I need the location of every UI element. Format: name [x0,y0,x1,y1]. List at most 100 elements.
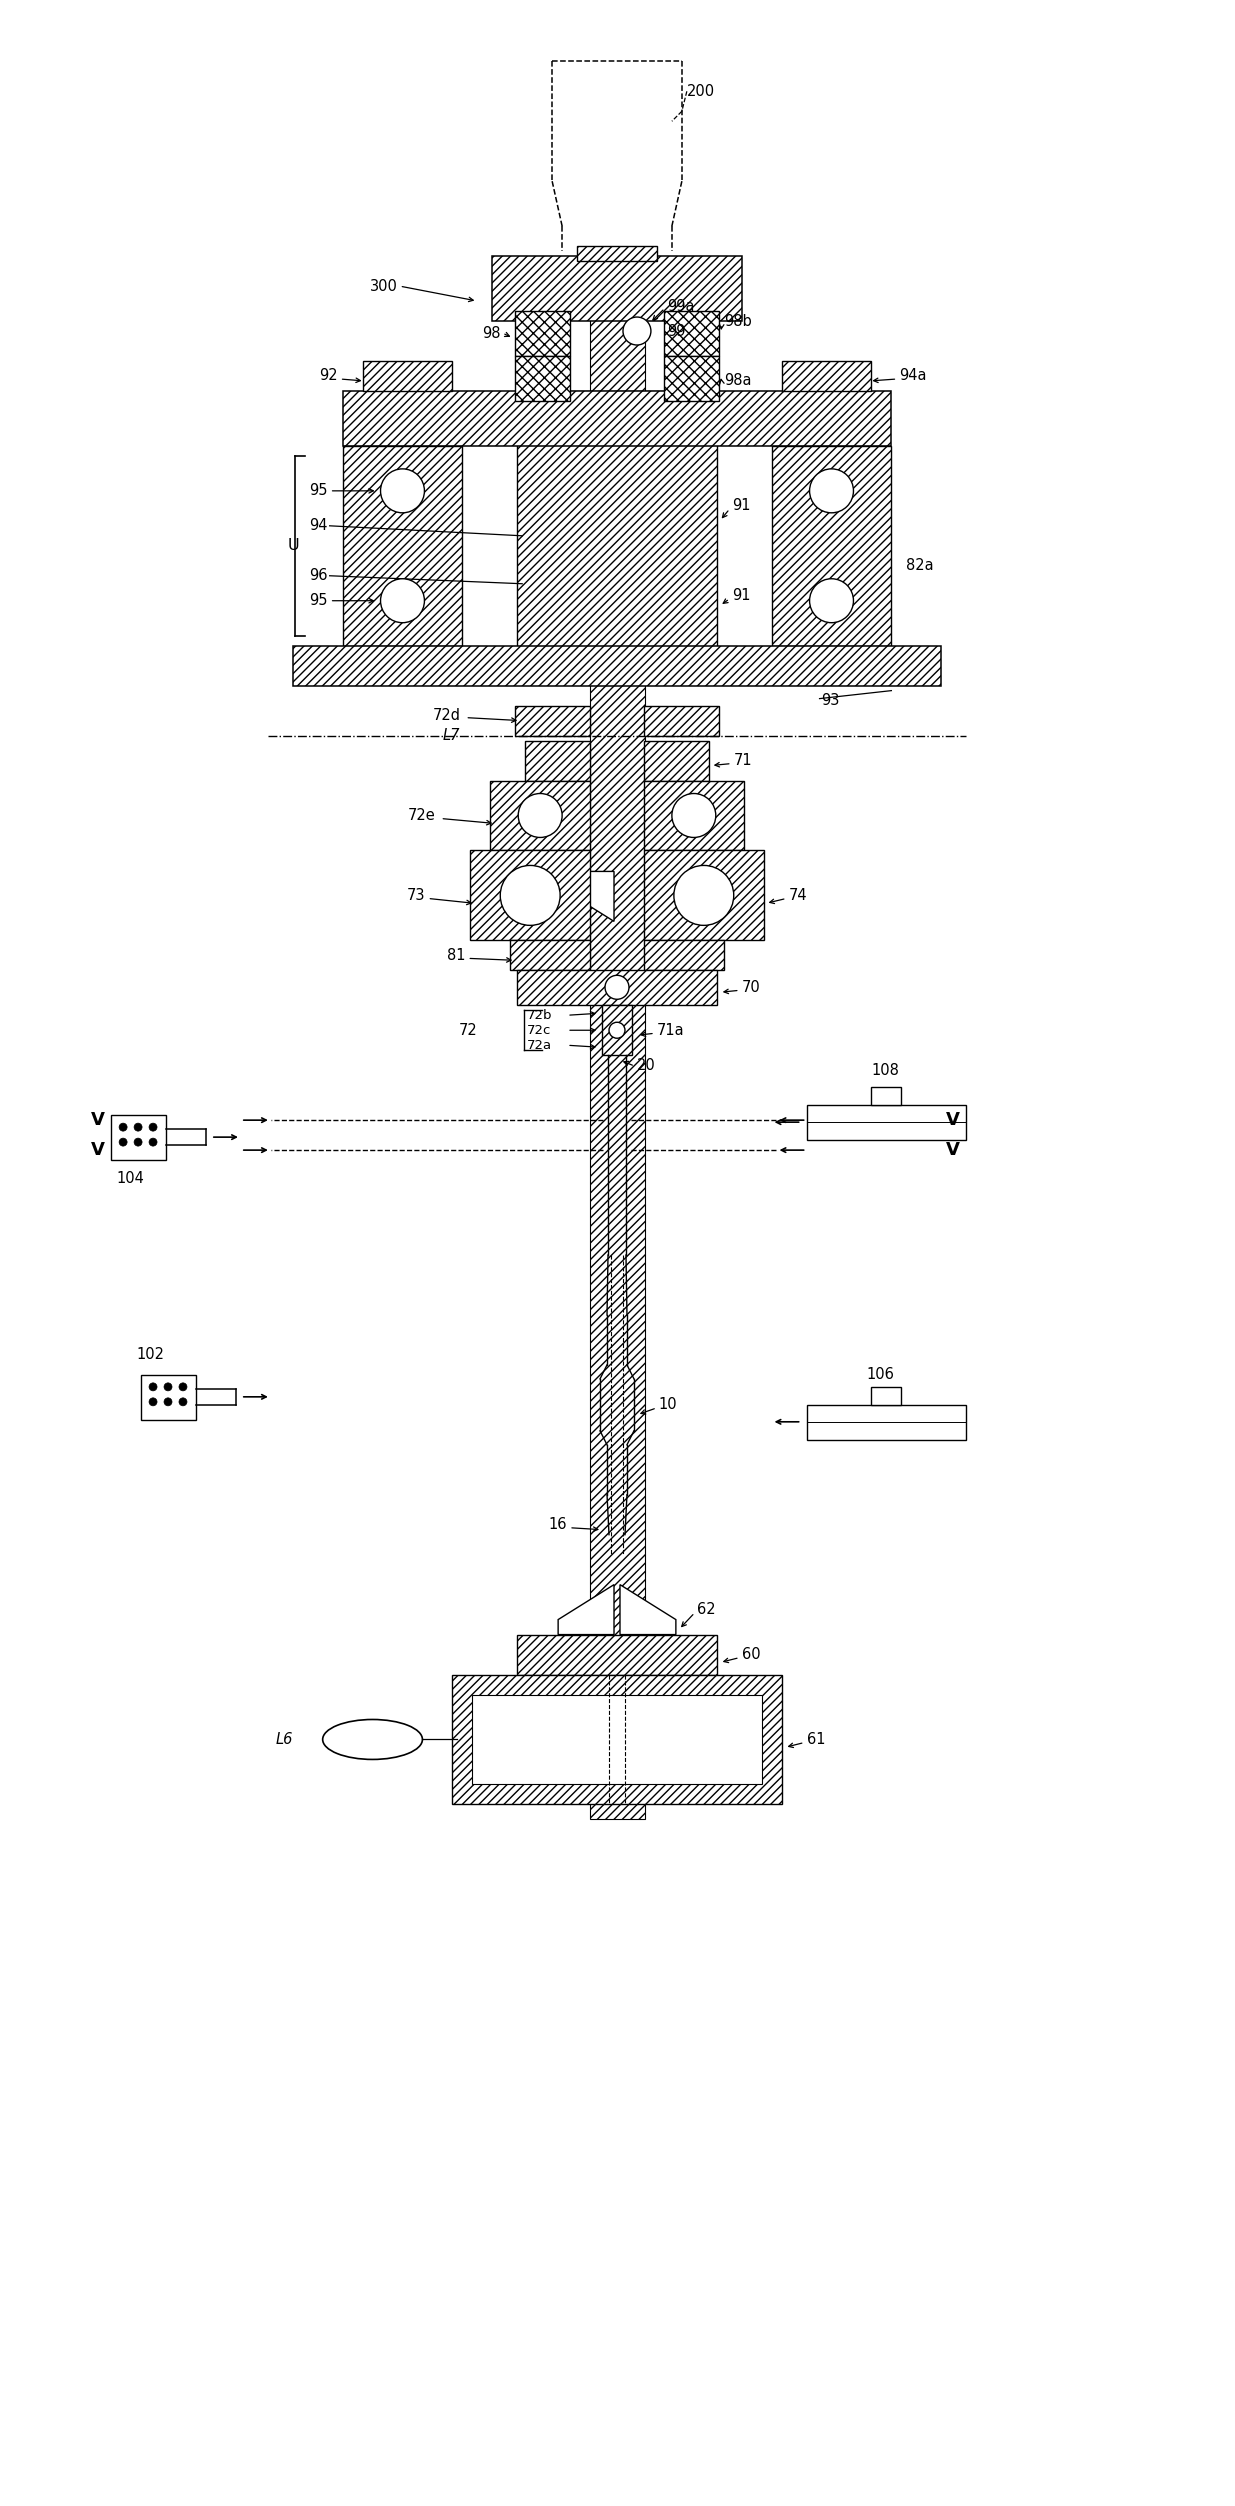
Bar [590,251,645,1819]
Text: 60: 60 [742,1646,761,1661]
Bar [806,1105,966,1140]
Text: 73: 73 [408,887,425,902]
Text: 72d: 72d [432,709,461,724]
Bar [363,361,452,391]
Circle shape [119,1123,127,1130]
Bar [601,1005,632,1055]
Text: 82a: 82a [906,559,934,574]
Bar [490,779,590,850]
Polygon shape [558,1584,614,1634]
Text: 72: 72 [458,1022,477,1037]
Text: 94a: 94a [899,368,926,383]
Text: 70: 70 [742,980,761,995]
Bar [872,1386,902,1406]
Text: 104: 104 [116,1170,144,1185]
Text: 93: 93 [821,694,840,709]
Polygon shape [558,872,614,922]
Text: 72b: 72b [527,1010,553,1022]
Circle shape [149,1398,157,1406]
Text: 91: 91 [732,499,750,514]
Text: 16: 16 [548,1516,567,1531]
Circle shape [380,469,425,514]
Bar [643,742,709,779]
Circle shape [149,1138,157,1145]
Text: 99a: 99a [667,298,694,313]
Bar [517,1634,716,1674]
Bar [517,391,716,657]
Text: 61: 61 [806,1732,825,1747]
Text: 62: 62 [697,1601,715,1616]
Circle shape [164,1398,172,1406]
Circle shape [674,865,734,925]
Bar [872,1088,902,1105]
Circle shape [605,975,629,1000]
Bar [111,1115,165,1160]
Text: V: V [946,1110,960,1130]
Bar [452,1674,782,1804]
Text: 300: 300 [369,278,398,293]
Circle shape [622,318,651,346]
Circle shape [810,469,853,514]
Circle shape [500,865,561,925]
Bar [515,356,571,401]
Bar [141,1376,196,1421]
Text: 81: 81 [447,947,466,962]
Bar [515,707,590,737]
Text: V: V [946,1140,960,1160]
Text: 98b: 98b [724,313,752,328]
Text: 102: 102 [136,1348,164,1363]
Circle shape [149,1123,157,1130]
Bar [510,940,590,970]
Ellipse shape [322,1719,422,1759]
Circle shape [810,579,853,621]
Bar [643,850,763,940]
Text: 91: 91 [732,589,750,604]
Bar [493,256,742,321]
Text: 20: 20 [637,1058,656,1073]
Text: 98: 98 [482,326,500,341]
Text: 72c: 72c [527,1025,552,1037]
Text: 98a: 98a [724,373,751,388]
Circle shape [149,1383,157,1391]
Text: 74: 74 [789,887,808,902]
Text: 94: 94 [309,519,327,534]
Bar [342,391,892,446]
Text: 106: 106 [867,1368,894,1383]
Circle shape [519,794,562,837]
Text: 99: 99 [667,323,685,338]
Polygon shape [620,1584,676,1634]
Circle shape [179,1398,186,1406]
Circle shape [179,1383,186,1391]
Circle shape [135,1138,142,1145]
Text: 71: 71 [734,752,752,767]
Bar [772,446,892,647]
Bar [342,446,462,647]
Text: 71a: 71a [657,1022,684,1037]
Text: L6: L6 [275,1732,293,1747]
Text: 10: 10 [659,1398,678,1413]
Text: 200: 200 [687,83,715,98]
Text: V: V [91,1110,105,1130]
Circle shape [380,579,425,621]
Text: 95: 95 [309,594,327,609]
Text: 72a: 72a [527,1037,552,1053]
Text: V: V [91,1140,105,1160]
Bar [664,311,719,356]
Bar [471,850,590,940]
Bar [472,1694,762,1784]
Bar [664,356,719,401]
Circle shape [135,1123,142,1130]
Bar [293,647,941,687]
Bar [643,779,743,850]
Text: 108: 108 [872,1063,899,1078]
Text: 72e: 72e [408,807,436,822]
Circle shape [672,794,716,837]
Text: 96: 96 [309,569,327,584]
Text: 92: 92 [319,368,337,383]
Text: 95: 95 [309,484,327,499]
Bar [643,707,719,737]
Bar [517,970,716,1005]
Bar [577,246,657,261]
Circle shape [609,1022,625,1037]
Circle shape [119,1138,127,1145]
